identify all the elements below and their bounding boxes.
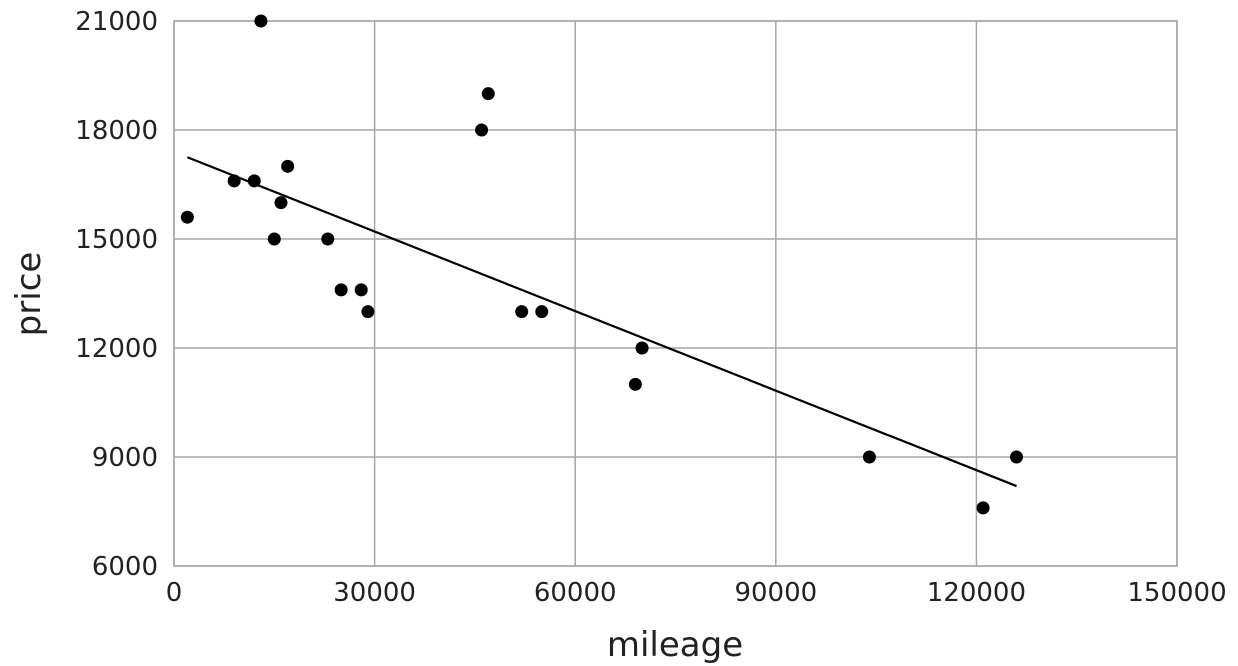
y-tick-label: 9000 bbox=[92, 443, 158, 473]
x-tick-label: 120000 bbox=[927, 578, 1026, 608]
data-points bbox=[180, 14, 1024, 515]
data-point bbox=[535, 305, 549, 319]
data-point bbox=[515, 305, 529, 319]
y-tick-label: 6000 bbox=[92, 552, 158, 582]
y-axis-title: price bbox=[9, 252, 49, 337]
x-tick-label: 30000 bbox=[333, 578, 416, 608]
grid-lines bbox=[173, 20, 1178, 567]
x-axis-title: mileage bbox=[607, 625, 743, 665]
x-tick-label: 150000 bbox=[1127, 578, 1226, 608]
data-point bbox=[475, 123, 489, 137]
data-point bbox=[334, 283, 348, 297]
data-point bbox=[361, 305, 375, 319]
data-point bbox=[481, 87, 495, 101]
y-tick-label: 15000 bbox=[75, 225, 158, 255]
data-point bbox=[267, 232, 281, 246]
y-tick-label: 18000 bbox=[75, 116, 158, 146]
data-point bbox=[635, 341, 649, 355]
plot-frame bbox=[173, 20, 1178, 567]
trendline bbox=[186, 156, 1017, 488]
data-point bbox=[227, 174, 241, 188]
data-point bbox=[1010, 450, 1024, 464]
data-point bbox=[976, 501, 990, 515]
y-tick-label: 21000 bbox=[75, 7, 158, 37]
x-tick-labels: 0 30000 60000 90000 120000 150000 bbox=[166, 578, 1227, 608]
data-point bbox=[862, 450, 876, 464]
data-point bbox=[274, 196, 288, 210]
data-point bbox=[254, 14, 268, 28]
x-tick-label: 0 bbox=[166, 578, 183, 608]
x-tick-label: 60000 bbox=[534, 578, 617, 608]
data-point bbox=[321, 232, 335, 246]
y-tick-label: 12000 bbox=[75, 334, 158, 364]
data-point bbox=[354, 283, 368, 297]
x-tick-label: 90000 bbox=[734, 578, 817, 608]
data-point bbox=[628, 377, 642, 391]
data-point bbox=[247, 174, 261, 188]
data-point bbox=[180, 210, 194, 224]
data-point bbox=[281, 159, 295, 173]
y-tick-labels: 6000 9000 12000 15000 18000 21000 bbox=[75, 7, 158, 582]
